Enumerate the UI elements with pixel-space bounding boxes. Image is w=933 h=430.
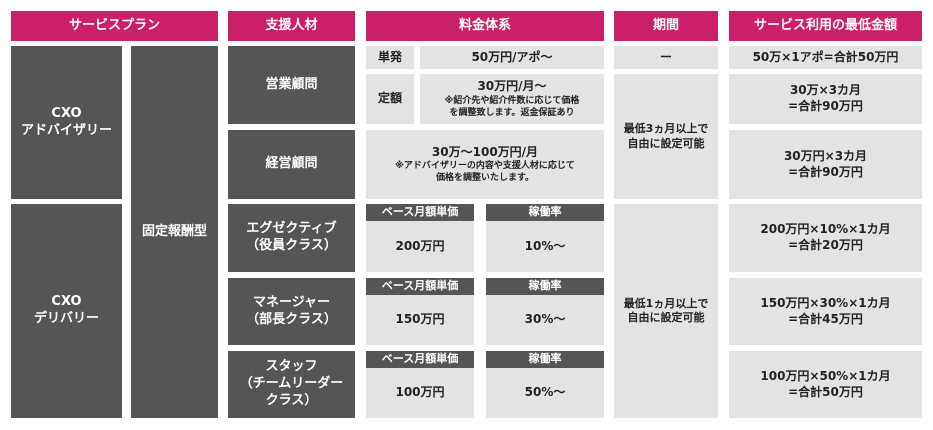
talent-staff: スタッフ （チームリーダー クラス）	[228, 351, 355, 418]
min-fee-executive: 200万円×10%×1カ月 =合計20万円	[729, 204, 922, 272]
min-fee-single: 50万×1アポ=合計50万円	[729, 46, 922, 69]
period-delivery: 最低1ヵ月以上で 自由に設定可能	[614, 204, 718, 418]
talent-management-advisor: 経営顧問	[228, 130, 355, 199]
fee-executive-base-label: ベース月額単価	[366, 204, 474, 221]
fee-manager-rate-value: 30%〜	[486, 295, 604, 345]
header-period: 期間	[614, 11, 718, 41]
fee-manager-rate-label: 稼働率	[486, 278, 604, 295]
fee-manager-base-value: 150万円	[366, 295, 474, 345]
header-support-talent: 支援人材	[228, 11, 355, 41]
fee-staff-rate-value: 50%〜	[486, 368, 604, 418]
fee-single-label: 単発	[366, 46, 414, 69]
plan-cxo-delivery: CXO デリバリー	[11, 204, 122, 418]
fee-single-value: 50万円/アポ〜	[420, 46, 604, 69]
period-single: ー	[614, 46, 718, 69]
header-min-fee: サービス利用の最低金額	[729, 11, 922, 41]
fee-staff-base-value: 100万円	[366, 368, 474, 418]
plan-cxo-advisory: CXO アドバイザリー	[11, 46, 122, 199]
talent-executive: エグゼクティブ （役員クラス）	[228, 204, 355, 272]
fee-manager-base-label: ベース月額単価	[366, 278, 474, 295]
plan-fixed-fee: 固定報酬型	[131, 46, 218, 418]
header-fee-structure: 料金体系	[366, 11, 604, 41]
talent-sales-advisor: 営業顧問	[228, 46, 355, 124]
fee-fixed-label: 定額	[366, 74, 414, 124]
period-advisory: 最低3ヵ月以上で 自由に設定可能	[614, 74, 718, 199]
talent-manager: マネージャー （部長クラス）	[228, 278, 355, 345]
min-fee-manager: 150万円×30%×1カ月 =合計45万円	[729, 278, 922, 345]
min-fee-fixed: 30万×3カ月 =合計90万円	[729, 74, 922, 124]
fee-fixed-value: 30万円/月〜 ※紹介先や紹介件数に応じて価格 を調整致します。返金保証あり	[420, 74, 604, 124]
min-fee-management: 30万円×3カ月 =合計90万円	[729, 130, 922, 199]
fee-staff-rate-label: 稼働率	[486, 351, 604, 368]
fee-executive-rate-label: 稼働率	[486, 204, 604, 221]
header-service-plan: サービスプラン	[11, 11, 218, 41]
fee-management-value: 30万〜100万円/月 ※アドバイザリーの内容や支援人材に応じて 価格を調整いた…	[366, 130, 604, 199]
fee-staff-base-label: ベース月額単価	[366, 351, 474, 368]
fee-executive-base-value: 200万円	[366, 221, 474, 272]
min-fee-staff: 100万円×50%×1カ月 =合計50万円	[729, 351, 922, 418]
fee-executive-rate-value: 10%〜	[486, 221, 604, 272]
